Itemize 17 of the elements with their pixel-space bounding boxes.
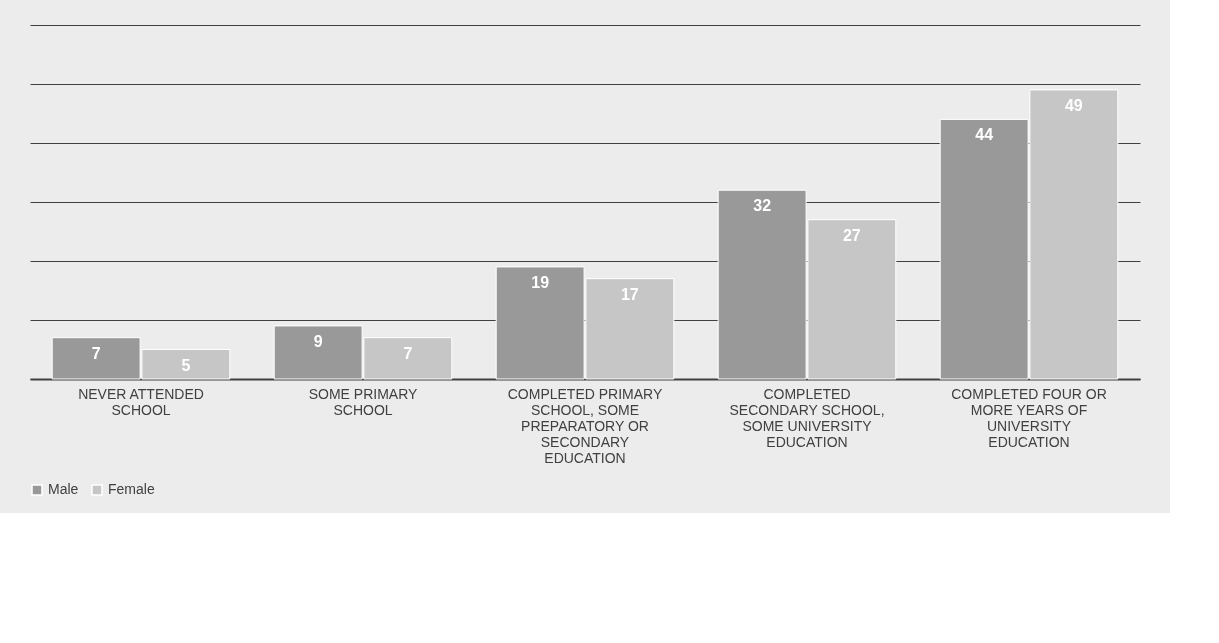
data-label: 32: [753, 197, 772, 215]
data-label: 49: [1064, 96, 1083, 114]
x-tick-label: COMPLETED SECONDARY SCHOOL, SOME UNIVERSITY EDUCATION: [729, 385, 885, 450]
legend-label: Female: [108, 481, 155, 497]
x-tick-label: SOME PRIMARY SCHOOL: [308, 385, 418, 418]
x-tick-label: COMPLETED FOUR OR MORE YEARS OF UNIVERSITY EDUCATION: [951, 385, 1107, 450]
data-label: 7: [91, 344, 101, 362]
data-label: 17: [620, 285, 639, 303]
data-label: 27: [842, 226, 861, 244]
data-label: 5: [181, 356, 191, 374]
data-label: 9: [313, 332, 323, 350]
data-label: 7: [403, 344, 413, 362]
x-tick-label: COMPLETED PRIMARY SCHOOL, SOME PREPARATORY OR SECONDARY EDUCATION: [507, 385, 663, 466]
data-label: 44: [975, 126, 994, 144]
legend-label: Male: [48, 481, 79, 497]
x-tick-label: NEVER ATTENDED SCHOOL: [78, 385, 204, 418]
data-label: 19: [531, 273, 550, 291]
